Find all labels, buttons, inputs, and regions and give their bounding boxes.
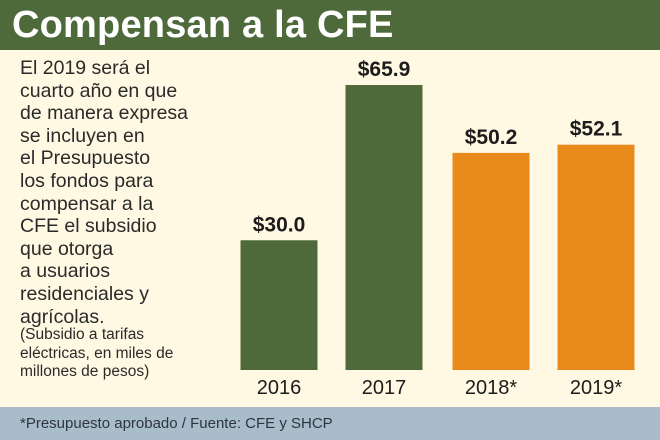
description-line: El 2019 será el bbox=[20, 57, 151, 79]
description-line: se incluyen en bbox=[20, 124, 145, 147]
footer-bar: *Presupuesto aprobado / Fuente: CFE y SH… bbox=[0, 407, 660, 440]
description-line: compensar a la bbox=[20, 192, 154, 215]
bar-2017 bbox=[345, 85, 423, 370]
description-line: que otorga bbox=[20, 237, 114, 260]
value-label: $52.1 bbox=[570, 118, 623, 141]
header-bar: Compensan a la CFE bbox=[0, 0, 660, 50]
bar-2019 bbox=[557, 144, 635, 370]
value-label: $50.2 bbox=[465, 126, 518, 149]
description-line: a usuarios bbox=[20, 260, 110, 283]
description-text: El 2019 será el cuarto año en que de man… bbox=[20, 57, 225, 328]
page-title: Compensan a la CFE bbox=[12, 4, 394, 46]
category-label: 2018* bbox=[465, 377, 517, 399]
bar-2018 bbox=[452, 152, 530, 370]
description-line: cuarto año en que bbox=[20, 79, 178, 102]
category-label: 2016 bbox=[257, 377, 302, 399]
units-note-line: eléctricas, en miles de bbox=[20, 344, 174, 362]
units-note: (Subsidio a tarifas eléctricas, en miles… bbox=[20, 326, 225, 382]
category-label: 2019* bbox=[570, 377, 622, 399]
description-line: el Presupuesto bbox=[20, 147, 151, 170]
bar-2016 bbox=[240, 240, 318, 370]
value-label: $65.9 bbox=[358, 58, 411, 81]
source-note: *Presupuesto aprobado / Fuente: CFE y SH… bbox=[20, 415, 333, 432]
units-note-line: millones de pesos) bbox=[20, 363, 150, 380]
bar-chart: $30.0 2016 $65.9 2017 $50.2 2018* $52.1 2019* bbox=[240, 58, 635, 399]
description-line: residenciales y bbox=[20, 282, 149, 305]
value-label: $30.0 bbox=[253, 213, 306, 236]
description-line: agrícolas. bbox=[20, 305, 105, 328]
description-line: CFE el subsidio bbox=[20, 215, 157, 238]
category-label: 2017 bbox=[362, 377, 407, 399]
description-line: de manera expresa bbox=[20, 102, 189, 125]
units-note-line: (Subsidio a tarifas bbox=[20, 326, 145, 343]
description-line: los fondos para bbox=[20, 169, 154, 192]
